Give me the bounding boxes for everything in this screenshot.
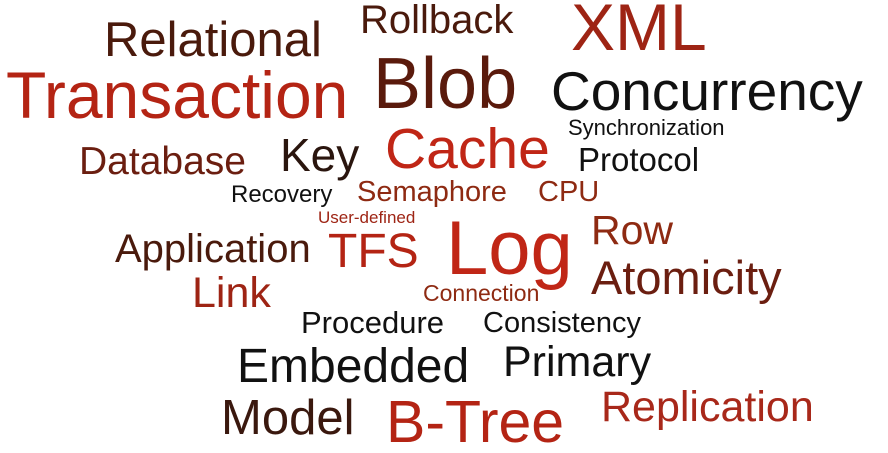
word-link: Link <box>192 269 271 317</box>
word-synchronization: Synchronization <box>568 115 725 140</box>
word-transaction: Transaction <box>6 58 349 132</box>
word-key: Key <box>280 129 360 181</box>
word-recovery: Recovery <box>231 181 333 208</box>
word-primary: Primary <box>503 338 652 386</box>
word-connection: Connection <box>423 280 540 306</box>
word-concurrency: Concurrency <box>551 60 863 122</box>
word-consistency: Consistency <box>483 307 641 339</box>
word-xml: XML <box>571 0 707 64</box>
word-cache: Cache <box>385 117 550 181</box>
word-application: Application <box>115 227 311 271</box>
word-replication: Replication <box>601 383 814 431</box>
word-row: Row <box>591 207 674 253</box>
word-protocol: Protocol <box>578 141 700 178</box>
word-b-tree: B-Tree <box>386 389 565 453</box>
word-model: Model <box>221 391 355 445</box>
word-semaphore: Semaphore <box>357 176 507 208</box>
word-user-defined: User-defined <box>318 208 416 227</box>
word-procedure: Procedure <box>301 305 445 340</box>
word-tfs: TFS <box>328 225 419 278</box>
word-blob: Blob <box>373 44 518 124</box>
word-database: Database <box>79 140 246 183</box>
word-atomicity: Atomicity <box>591 251 782 304</box>
word-rollback: Rollback <box>360 0 514 42</box>
word-embedded: Embedded <box>237 340 470 393</box>
word-relational: Relational <box>104 13 322 67</box>
word-cpu: CPU <box>538 176 600 208</box>
word-log: Log <box>446 206 573 291</box>
